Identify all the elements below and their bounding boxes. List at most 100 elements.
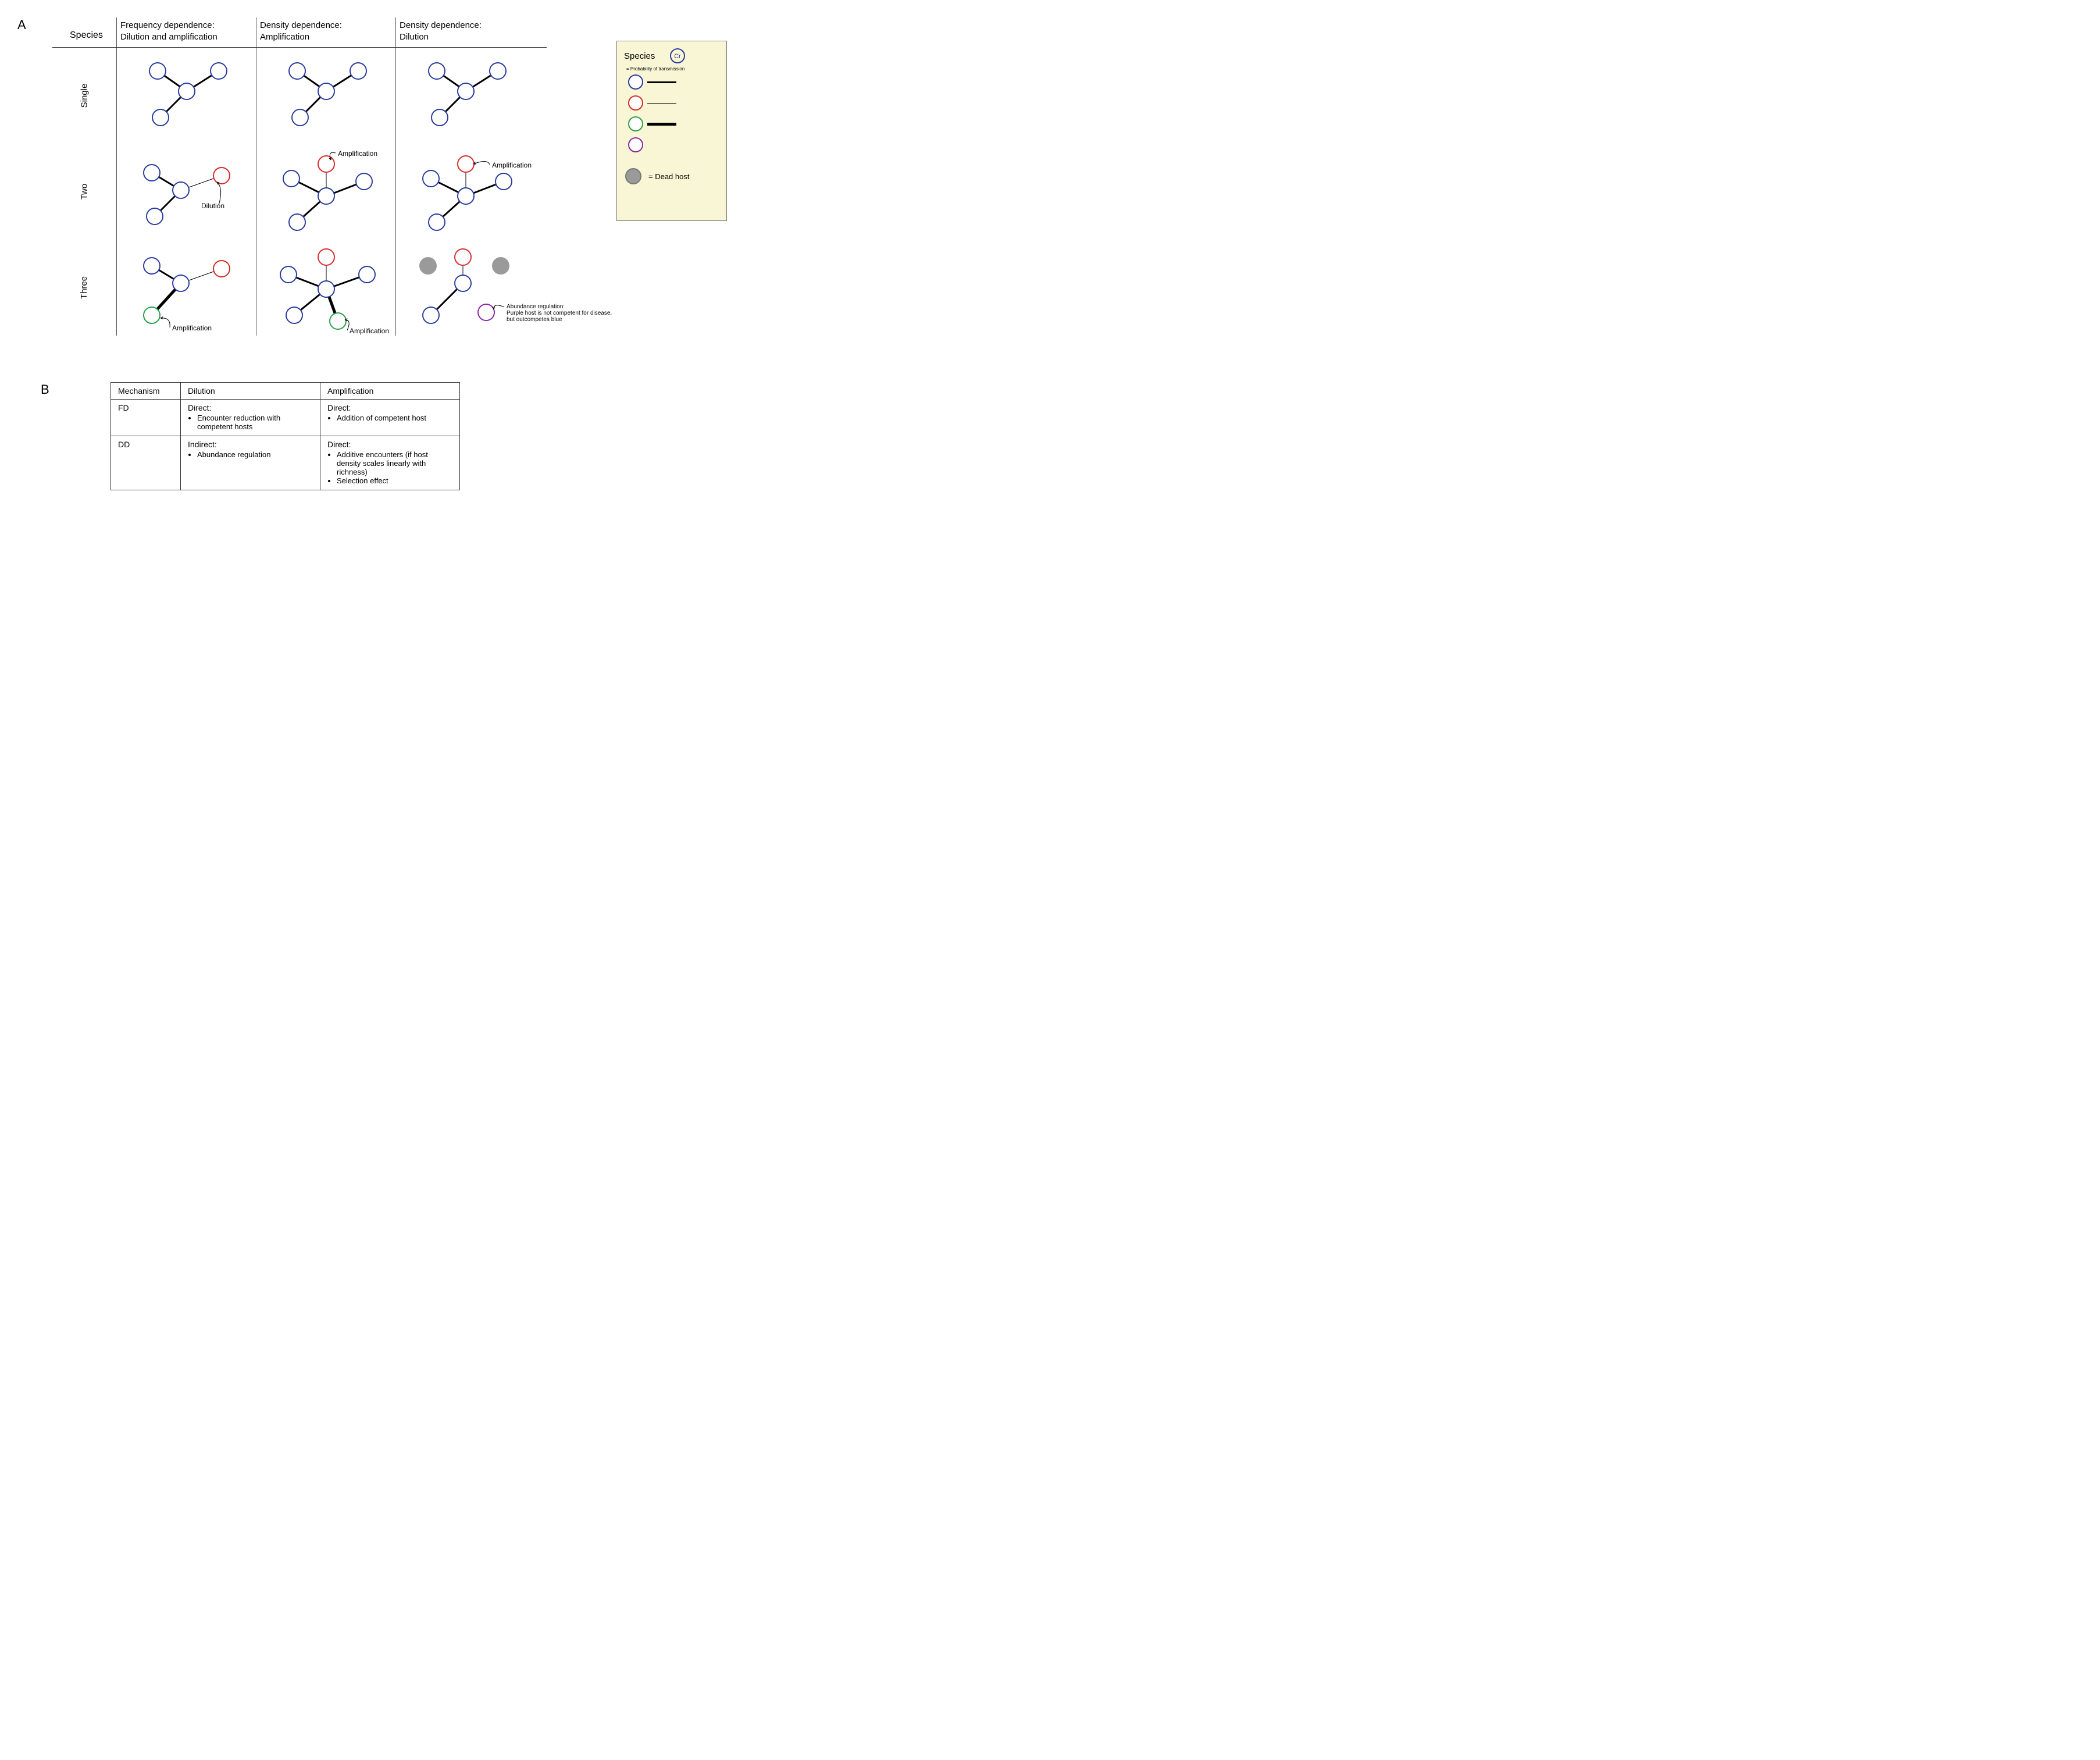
species-node — [283, 170, 300, 187]
annotation: Amplification — [172, 324, 212, 332]
species-node — [458, 83, 474, 99]
table-header-1: Dilution — [181, 383, 320, 400]
species-node — [213, 168, 230, 184]
cell-r1-c2: Amplification — [396, 144, 535, 240]
column-header-2: Density dependence:Dilution — [395, 17, 535, 47]
network-diagram — [396, 144, 536, 240]
species-node — [286, 307, 302, 323]
cell-r0-c1 — [256, 48, 395, 144]
legend-species-row-0 — [624, 72, 719, 92]
species-node — [318, 188, 334, 204]
cell-r2-c2: Abundance regulation:Purple host is not … — [396, 240, 535, 336]
species-node — [173, 182, 189, 198]
legend-linewidth — [647, 81, 688, 83]
column-1: Amplification Amplification — [256, 48, 395, 336]
column-0: Dilution Amplification — [116, 48, 256, 336]
network-diagram — [256, 240, 396, 336]
legend-title: Species — [624, 51, 655, 61]
species-node — [144, 258, 160, 274]
table-row: FDDirect:Encounter reduction with compet… — [111, 400, 460, 436]
mech-cell: FD — [111, 400, 181, 436]
species-node — [289, 63, 305, 79]
network-diagram — [396, 48, 536, 144]
cr-subtitle: = Probability of transmission — [626, 66, 719, 72]
column-header-1: Density dependence:Amplification — [256, 17, 395, 47]
legend-swatch — [624, 73, 647, 91]
species-node — [359, 266, 375, 283]
panel-b-label: B — [41, 382, 49, 397]
species-node — [149, 63, 166, 79]
column-header-0: Frequency dependence:Dilution and amplif… — [116, 17, 256, 47]
network-diagram — [256, 144, 396, 240]
species-node — [420, 258, 436, 274]
species-node — [493, 258, 509, 274]
cell-r2-c1: Amplification — [256, 240, 395, 336]
amplification-cell: Direct:Additive encounters (if host dens… — [320, 436, 460, 490]
species-node — [429, 63, 445, 79]
panel-a-label: A — [17, 17, 26, 33]
cell-r0-c2 — [396, 48, 535, 144]
species-node — [173, 275, 189, 291]
column-headers: Frequency dependence:Dilution and amplif… — [116, 17, 692, 47]
species-node — [318, 83, 334, 99]
dilution-cell: Direct:Encounter reduction with competen… — [181, 400, 320, 436]
species-node — [423, 170, 439, 187]
mech-cell: DD — [111, 436, 181, 490]
legend-swatch — [624, 94, 647, 112]
network-diagram — [117, 48, 256, 144]
legend-dead-label: = Dead host — [648, 172, 689, 181]
species-node — [144, 165, 160, 181]
annotation: Amplification — [338, 149, 377, 158]
species-node — [495, 173, 512, 190]
legend-swatch — [624, 115, 647, 133]
species-node — [179, 83, 195, 99]
species-node — [289, 214, 305, 230]
table-header-2: Amplification — [320, 383, 460, 400]
cr-text: Cr — [674, 53, 681, 60]
amplification-cell: Direct:Addition of competent host — [320, 400, 460, 436]
species-node — [478, 304, 494, 320]
network-diagram — [256, 48, 396, 144]
cell-r1-c0: Dilution — [117, 144, 256, 240]
cell-r2-c0: Amplification — [117, 240, 256, 336]
panel-b: B MechanismDilutionAmplification FDDirec… — [110, 382, 715, 490]
network-diagram — [117, 144, 256, 240]
annotation: Amplification — [492, 161, 532, 169]
species-node — [432, 109, 448, 126]
species-node — [490, 63, 506, 79]
species-node — [152, 109, 169, 126]
species-node — [458, 188, 474, 204]
annotation: Amplification — [350, 327, 389, 335]
species-node — [356, 173, 372, 190]
mechanism-table: MechanismDilutionAmplification FDDirect:… — [110, 382, 460, 490]
cr-badge: Cr — [669, 47, 686, 66]
legend-species-row-1 — [624, 92, 719, 113]
legend-swatch — [624, 136, 647, 154]
table-row: DDIndirect:Abundance regulationDirect:Ad… — [111, 436, 460, 490]
species-node — [455, 249, 471, 265]
network-diagram — [117, 240, 256, 336]
species-node — [318, 249, 334, 265]
row-label-0: Single — [52, 48, 116, 144]
row-label-2: Three — [52, 240, 116, 336]
cell-r0-c0 — [117, 48, 256, 144]
species-node — [213, 261, 230, 277]
panel-a-grid: Species Frequency dependence:Dilution an… — [52, 17, 692, 336]
figure: A Species Frequency dependence:Dilution … — [17, 17, 715, 490]
species-node — [292, 109, 308, 126]
species-node — [429, 214, 445, 230]
legend-species-row-2 — [624, 113, 719, 134]
species-node — [423, 307, 439, 323]
annotation: Dilution — [201, 202, 224, 210]
row-labels: SingleTwoThree — [52, 48, 116, 336]
species-node — [318, 281, 334, 297]
legend-linewidth — [647, 103, 688, 104]
cells-container: DilutionAmplificationAmplificationAmplif… — [116, 48, 535, 336]
table-header-0: Mechanism — [111, 383, 181, 400]
annotation: Abundance regulation:Purple host is not … — [507, 304, 623, 323]
legend-dead-row: = Dead host — [624, 167, 719, 186]
column-2: Amplification Abundance regulation:Purple… — [395, 48, 535, 336]
species-node — [455, 275, 471, 291]
species-header: Species — [70, 30, 103, 41]
species-node — [280, 266, 297, 283]
